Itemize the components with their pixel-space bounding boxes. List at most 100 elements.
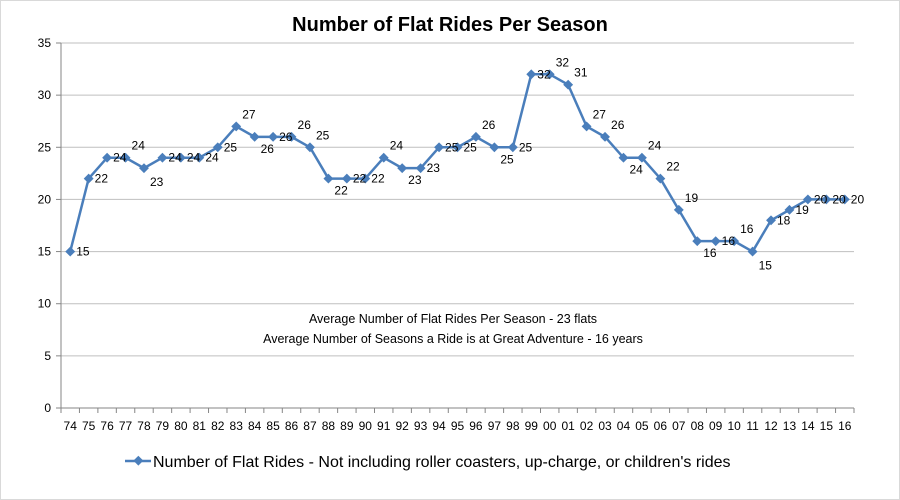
data-point	[673, 204, 684, 215]
data-label: 22	[371, 172, 385, 186]
x-tick-label: 79	[156, 419, 170, 433]
data-point	[378, 152, 389, 163]
x-tick-label: 14	[801, 419, 815, 433]
series-line	[65, 69, 850, 257]
data-point	[212, 142, 223, 153]
data-label: 23	[427, 161, 441, 175]
legend-label: Number of Flat Rides - Not including rol…	[153, 454, 731, 471]
x-tick-label: 87	[303, 419, 317, 433]
y-tick-label: 5	[44, 349, 51, 363]
x-tick-label: 99	[525, 419, 539, 433]
x-tick-label: 74	[64, 419, 78, 433]
y-tick-label: 30	[38, 88, 52, 102]
data-point	[710, 236, 721, 247]
y-tick-label: 25	[38, 140, 52, 154]
x-tick-label: 82	[211, 419, 225, 433]
legend-marker-swatch	[133, 455, 144, 466]
data-point	[544, 69, 555, 80]
data-point	[581, 121, 592, 132]
x-tick-label: 94	[432, 419, 446, 433]
x-tick-label: 90	[359, 419, 373, 433]
data-point	[175, 152, 186, 163]
data-point	[65, 246, 76, 257]
x-tick-labels: 74 75 76 77 78 79 80 81 82 83 84 85 86 87 88 89 90 91 92 93…	[64, 419, 852, 433]
data-point	[341, 173, 352, 184]
x-tick-label: 93	[414, 419, 428, 433]
data-label: 25	[316, 128, 330, 142]
data-point	[784, 204, 795, 215]
x-tick-label: 75	[82, 419, 96, 433]
x-tick-label: 92	[395, 419, 409, 433]
x-tick-label: 16	[838, 419, 852, 433]
data-point	[360, 173, 371, 184]
data-label: 16	[703, 246, 717, 260]
data-label: 23	[150, 175, 164, 189]
data-label: 20	[851, 192, 865, 206]
y-tick-label: 10	[38, 297, 52, 311]
data-label: 24	[187, 151, 201, 165]
data-label: 19	[685, 191, 699, 205]
x-tick-label: 77	[119, 419, 133, 433]
data-point	[323, 173, 334, 184]
gridlines	[61, 42, 854, 357]
data-label: 25	[224, 140, 238, 154]
data-point	[231, 121, 242, 132]
x-tick-label: 85	[266, 419, 280, 433]
axes	[56, 42, 855, 413]
x-tick-label: 11	[746, 419, 759, 433]
data-point	[286, 131, 297, 142]
data-label: 15	[76, 245, 90, 259]
x-tick-label: 13	[783, 419, 797, 433]
data-label: 26	[261, 142, 275, 156]
x-tick-label: 98	[506, 419, 520, 433]
data-point	[83, 173, 94, 184]
data-point	[470, 131, 481, 142]
x-tick-label: 81	[193, 419, 207, 433]
x-tick-label: 01	[561, 419, 575, 433]
x-tick-label: 88	[322, 419, 336, 433]
data-label: 25	[500, 152, 514, 166]
data-point	[102, 152, 113, 163]
data-point	[692, 236, 703, 247]
data-label: 25	[445, 140, 459, 154]
y-tick-label: 15	[38, 245, 52, 259]
x-tick-label: 05	[635, 419, 649, 433]
data-label: 22	[95, 172, 109, 186]
y-tick-label: 35	[38, 36, 52, 50]
data-point	[120, 152, 131, 163]
data-label: 24	[205, 151, 219, 165]
data-label: 27	[242, 107, 256, 121]
x-tick-label: 00	[543, 419, 557, 433]
data-label: 15	[759, 259, 773, 273]
data-point	[157, 152, 168, 163]
annotation-average-flats: Average Number of Flat Rides Per Season …	[309, 312, 597, 326]
data-label: 32	[556, 55, 570, 69]
data-point	[249, 131, 260, 142]
data-point	[139, 163, 149, 174]
x-tick-label: 76	[100, 419, 114, 433]
data-label: 22	[353, 172, 367, 186]
data-point	[507, 142, 518, 153]
data-point	[747, 246, 758, 257]
x-tick-label: 02	[580, 419, 594, 433]
chart-title: Number of Flat Rides Per Season	[292, 14, 608, 36]
data-point	[489, 142, 500, 153]
x-tick-label: 80	[174, 419, 188, 433]
data-label: 23	[408, 173, 422, 187]
data-label: 20	[832, 192, 846, 206]
x-tick-label: 95	[451, 419, 465, 433]
data-label: 22	[666, 160, 680, 174]
x-tick-label: 03	[598, 419, 612, 433]
data-label: 16	[722, 234, 736, 248]
x-tick-label: 10	[727, 419, 741, 433]
data-point	[636, 152, 647, 163]
data-point	[600, 131, 610, 142]
data-point	[526, 69, 537, 80]
x-tick-label: 12	[764, 419, 778, 433]
data-point	[802, 194, 813, 205]
data-label: 24	[629, 163, 643, 177]
data-label: 26	[298, 118, 312, 132]
data-label: 27	[593, 107, 607, 121]
data-label: 24	[132, 139, 146, 153]
